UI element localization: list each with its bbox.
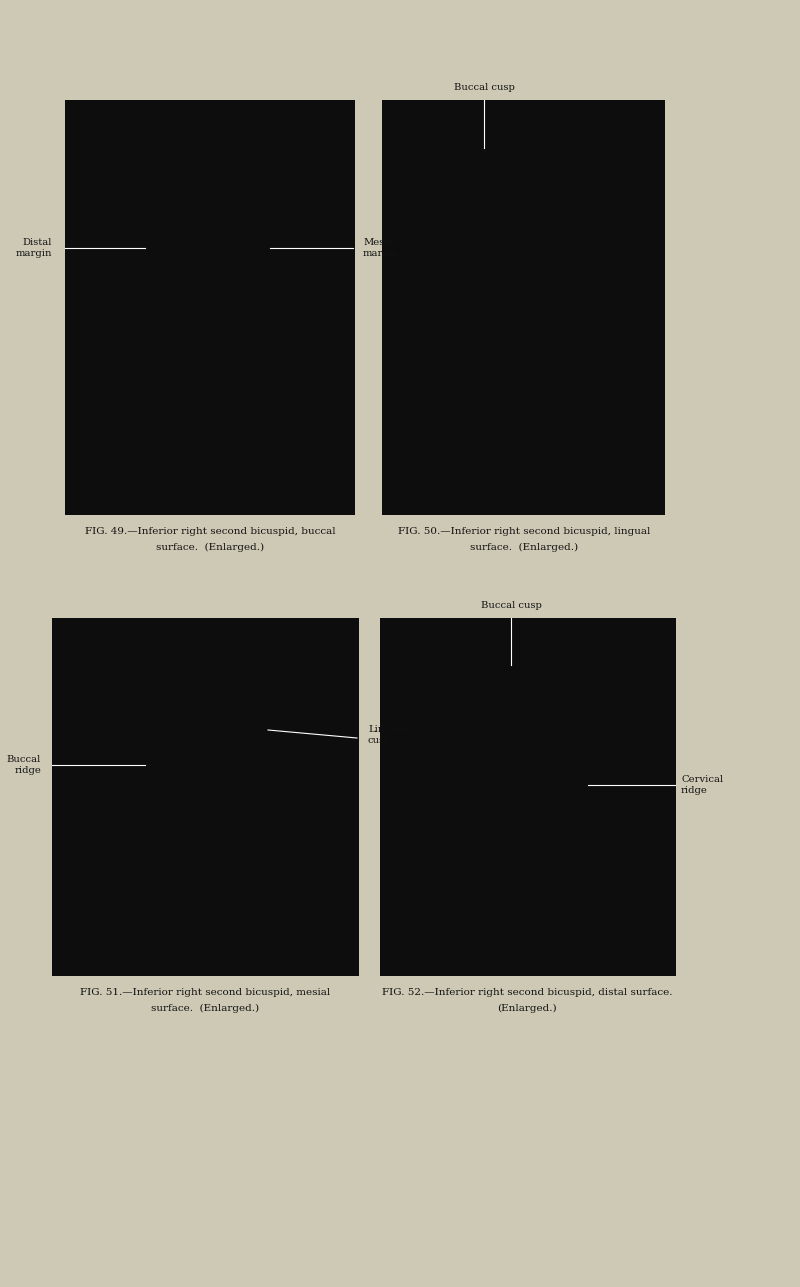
- Text: Distal
margin: Distal margin: [15, 238, 52, 257]
- Text: Buccal cusp: Buccal cusp: [481, 601, 542, 610]
- Bar: [52, 618, 359, 976]
- Bar: [382, 100, 665, 515]
- Text: surface.  (Enlarged.): surface. (Enlarged.): [470, 543, 578, 552]
- Text: FIG. 49.—Inferior right second bicuspid, buccal: FIG. 49.—Inferior right second bicuspid,…: [85, 526, 335, 535]
- Text: surface.  (Enlarged.): surface. (Enlarged.): [156, 543, 264, 552]
- Text: Buccal cusp: Buccal cusp: [454, 82, 514, 91]
- Text: Lingual
cusp: Lingual cusp: [368, 726, 406, 745]
- Bar: [65, 100, 355, 515]
- Bar: [380, 618, 676, 976]
- Text: FIG. 50.—Inferior right second bicuspid, lingual: FIG. 50.—Inferior right second bicuspid,…: [398, 526, 650, 535]
- Text: (Enlarged.): (Enlarged.): [497, 1004, 557, 1013]
- Text: Buccal
ridge: Buccal ridge: [6, 755, 41, 775]
- Text: FIG. 52.—Inferior right second bicuspid, distal surface.: FIG. 52.—Inferior right second bicuspid,…: [382, 988, 672, 997]
- Text: surface.  (Enlarged.): surface. (Enlarged.): [151, 1004, 259, 1013]
- Text: Mesial
margin: Mesial margin: [363, 238, 399, 257]
- Text: Cervical
ridge: Cervical ridge: [681, 775, 723, 794]
- Text: FIG. 51.—Inferior right second bicuspid, mesial: FIG. 51.—Inferior right second bicuspid,…: [80, 988, 330, 997]
